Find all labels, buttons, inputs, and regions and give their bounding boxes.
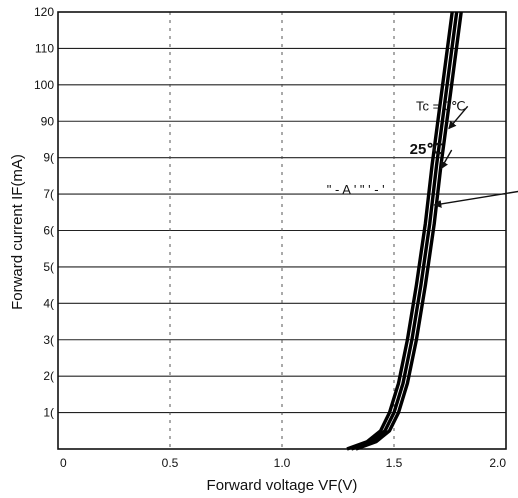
x-tick-label: 0 <box>60 456 67 470</box>
y-tick-label: 120 <box>34 5 54 19</box>
annotations: Tc = 0℃ 25℃ " - A ' " ' - ' <box>327 98 518 208</box>
x-tick-label: 2.0 <box>489 456 506 470</box>
annotation-label-2: " - A ' " ' - ' <box>327 182 385 197</box>
y-tick-label: 110 <box>35 41 54 55</box>
x-tick-labels: 0 0.5 1.0 1.5 2.0 <box>60 456 506 470</box>
annotation-label-1: 25℃ <box>410 141 444 158</box>
gridlines <box>58 12 506 449</box>
y-tick-label: 100 <box>34 78 54 92</box>
y-tick-label: 4( <box>43 296 54 310</box>
y-tick-label: 5( <box>43 260 54 274</box>
x-tick-label: 1.5 <box>386 456 403 470</box>
curves <box>346 11 463 451</box>
series-line-1 <box>350 11 459 451</box>
annotation-arrow-2 <box>433 190 518 208</box>
series-line-0 <box>355 11 463 451</box>
y-tick-label: 6( <box>43 224 54 238</box>
y-tick-label: 7( <box>43 187 54 201</box>
plot-frame <box>57 11 507 450</box>
annotation-arrow-1 <box>440 149 453 170</box>
annotation-arrow-0 <box>448 105 469 130</box>
y-tick-label: 3( <box>43 333 54 347</box>
x-axis-label: Forward voltage VF(V) <box>207 477 358 494</box>
series-line-2 <box>346 11 454 451</box>
annotation-label-0: Tc = 0℃ <box>416 98 466 113</box>
y-tick-label: 2( <box>43 369 54 383</box>
y-axis-label: Forward current IF(mA) <box>9 154 26 310</box>
x-tick-label: 0.5 <box>162 456 179 470</box>
y-tick-label: 9( <box>43 151 54 165</box>
y-tick-label: 1( <box>43 406 54 420</box>
y-tick-labels: 1( 2( 3( 4( 5( 6( 7( 9( 90 100 110 120 <box>34 5 54 420</box>
y-tick-label: 90 <box>41 114 55 128</box>
x-tick-label: 1.0 <box>274 456 291 470</box>
